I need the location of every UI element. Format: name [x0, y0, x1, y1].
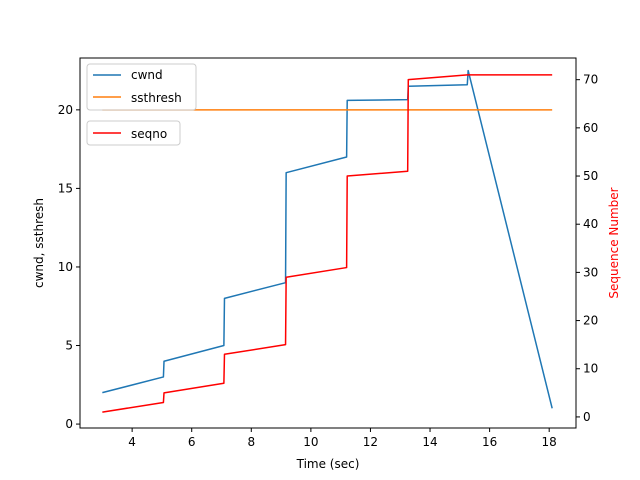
legend-seqno-label: seqno: [131, 127, 167, 141]
y-right-tick-label: 70: [583, 73, 598, 87]
y-axis-right-label: Sequence Number: [607, 187, 621, 298]
x-axis-label: Time (sec): [296, 457, 360, 471]
y-axis-left: 0 5 10 15 20: [58, 103, 80, 431]
x-tick-label: 12: [363, 435, 378, 449]
legend-cwnd-ssthresh: cwnd ssthresh: [86, 63, 197, 111]
legend-ssthresh-label: ssthresh: [131, 91, 182, 105]
y-right-tick-label: 0: [583, 410, 591, 424]
y-left-tick-label: 10: [58, 260, 73, 274]
x-tick-label: 18: [542, 435, 557, 449]
series-line-cwnd: [102, 69, 553, 409]
series-line-seqno: [102, 74, 553, 413]
y-right-tick-label: 10: [583, 362, 598, 376]
x-axis: 4 6 8 10 12 14 16 18: [128, 428, 557, 449]
legend-cwnd-label: cwnd: [131, 68, 163, 82]
legend-seqno: seqno: [86, 120, 181, 146]
y-right-tick-label: 30: [583, 265, 598, 279]
x-tick-label: 6: [188, 435, 196, 449]
y-left-tick-label: 20: [58, 103, 73, 117]
x-tick-label: 8: [247, 435, 255, 449]
y-right-tick-label: 20: [583, 314, 598, 328]
y-axis-left-label: cwnd, ssthresh: [32, 198, 46, 288]
plot-frame: [79, 57, 577, 429]
y-right-tick-label: 60: [583, 121, 598, 135]
x-tick-label: 4: [128, 435, 136, 449]
y-left-tick-label: 5: [65, 339, 73, 353]
y-left-tick-label: 15: [58, 181, 73, 195]
y-left-tick-label: 0: [65, 417, 73, 431]
y-right-tick-label: 50: [583, 169, 598, 183]
x-tick-label: 10: [303, 435, 318, 449]
x-tick-label: 16: [482, 435, 497, 449]
y-axis-right: 0 10 20 30 40 50 60 70: [576, 73, 598, 424]
legend-box: [86, 120, 181, 146]
x-tick-label: 14: [422, 435, 437, 449]
y-right-tick-label: 40: [583, 217, 598, 231]
